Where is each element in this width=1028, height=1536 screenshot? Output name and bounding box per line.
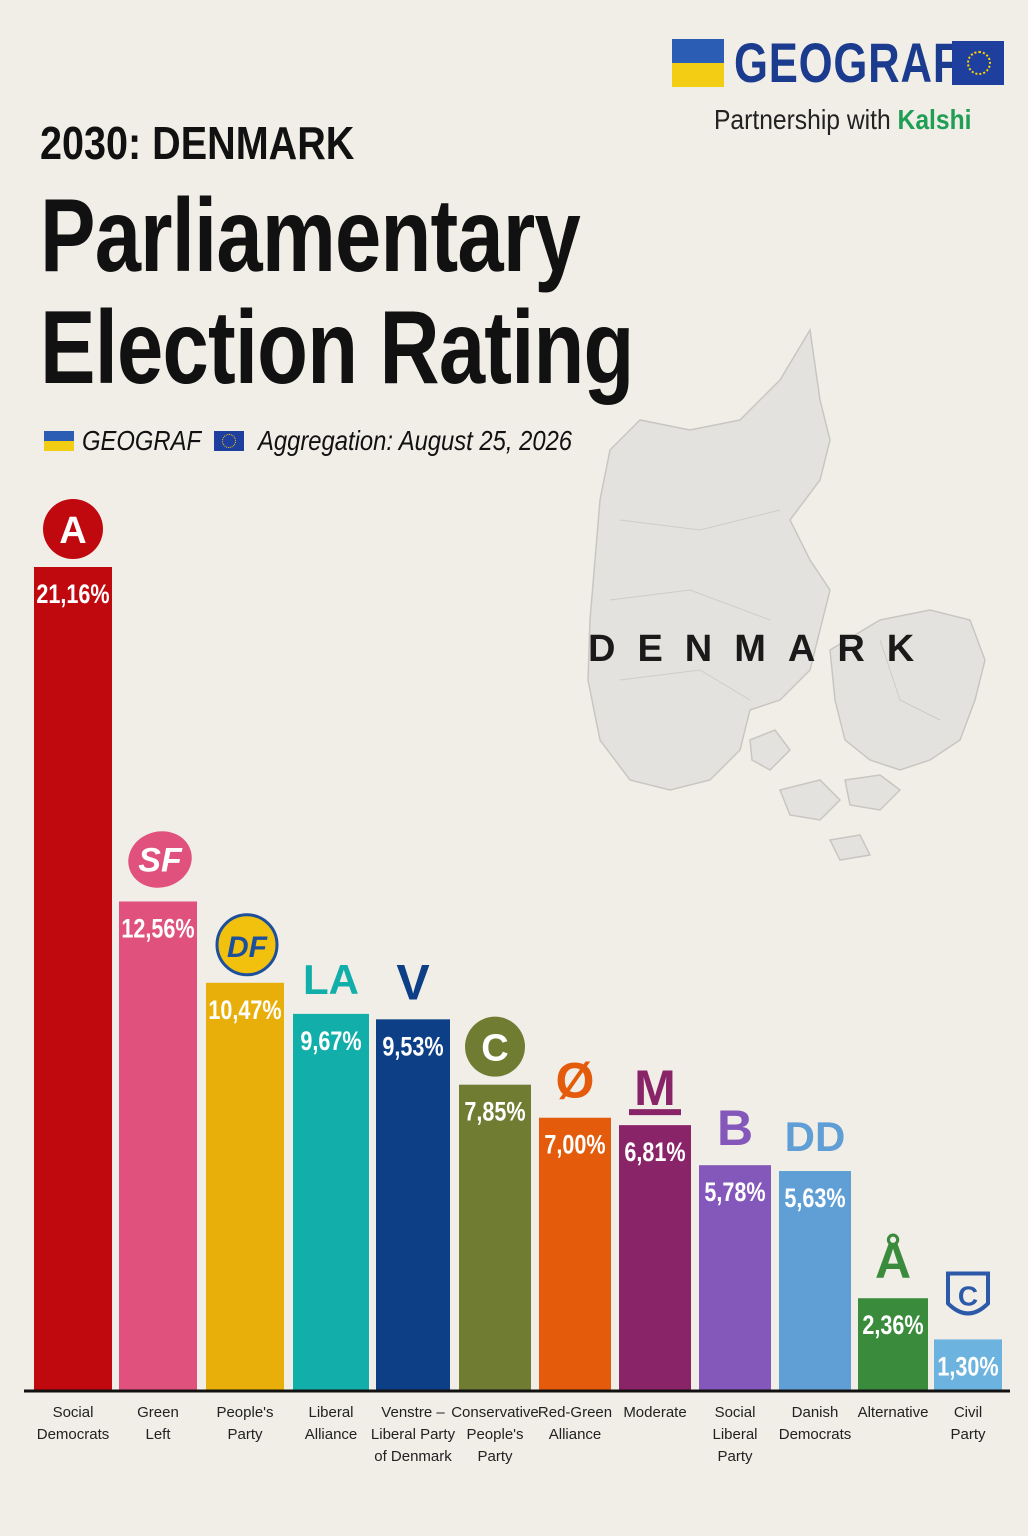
category-label-10-line-2: Democrats [779,1426,852,1443]
category-label-7-line-2: Alliance [549,1426,602,1443]
party-logo-badge-3 [215,913,279,977]
category-label-3-line-2: Party [227,1426,263,1443]
bar-12 [934,1339,1002,1390]
chart-year-country: 2030: DENMARK [40,117,355,169]
bar-3 [206,982,284,1390]
partner-prefix: Partnership with [714,104,891,135]
category-label-9-line-3: Party [717,1448,753,1465]
bar-4 [293,1013,369,1390]
eu-flag-icon [952,40,1004,85]
party-logo-badge-12 [946,1271,990,1316]
subtitle-line: GEOGRAF Aggregation: August 25, 2026 [44,424,627,458]
category-label-4-line-2: Alliance [305,1426,358,1443]
category-label-12-line-2: Party [950,1426,986,1443]
category-label-10-line-1: Danish [792,1404,839,1421]
category-label-3-line-1: People's [216,1404,273,1421]
category-label-5-line-2: Liberal Party [371,1426,456,1443]
bar-10 [779,1171,851,1390]
bar-9 [699,1165,771,1390]
value-label-11: 2,36% [862,1311,923,1341]
subtitle-brand: GEOGRAF [82,425,202,456]
partner-name: Kalshi [897,104,972,135]
ukraine-flag-icon [44,431,74,451]
eu-flag-icon [214,431,245,451]
category-label-1-line-1: Social [53,1404,94,1421]
map-label: DENMARK [588,628,937,670]
value-label-4: 9,67% [300,1027,361,1057]
value-label-5: 9,53% [382,1032,443,1062]
value-label-1: 21,16% [36,580,109,610]
party-letter-5: V [396,954,430,1010]
party-letter-2: SF [138,841,183,879]
party-logo-badge-6 [465,1016,525,1077]
bar-11 [858,1298,928,1390]
ukraine-flag-icon [672,38,724,87]
category-label-12-line-1: Civil [954,1404,982,1421]
bar-5 [376,1019,450,1390]
party-letter-10: DD [785,1113,846,1160]
party-letter-3: DF [227,931,268,964]
category-label-9-line-1: Social [715,1404,756,1421]
category-label-6-line-2: People's [466,1426,523,1443]
value-label-10: 5,63% [784,1184,845,1214]
category-label-11-line-1: Alternative [858,1404,929,1421]
category-label-6-line-3: Party [477,1448,513,1465]
party-letter-11: Å [875,1233,911,1289]
value-label-12: 1,30% [937,1352,998,1382]
party-logo-badge-2 [128,831,192,888]
category-label-6-line-1: Conservative [451,1404,539,1421]
title-line-1: Parliamentary [40,178,581,294]
geograf-logo: GEOGRAF [672,30,1004,95]
value-label-3: 10,47% [208,996,281,1026]
category-label-2-line-1: Green [137,1404,179,1421]
bar-7 [539,1117,611,1390]
bar-8 [619,1125,691,1390]
bar-1 [34,567,112,1390]
partnership-line: Partnership with Kalshi [714,104,971,136]
bar-2 [119,901,197,1390]
category-label-4-line-1: Liberal [308,1404,353,1421]
category-label-9-line-2: Liberal [712,1426,757,1443]
value-label-9: 5,78% [704,1178,765,1208]
value-label-8: 6,81% [624,1138,685,1168]
value-label-6: 7,85% [464,1097,525,1127]
party-letter-7: Ø [556,1053,595,1109]
category-label-5-line-3: of Denmark [374,1448,452,1465]
party-letter-4: LA [303,956,359,1003]
category-label-1-line-2: Democrats [37,1426,110,1443]
party-logo-badge-1 [43,499,103,559]
title-line-2: Election Rating [40,290,634,406]
category-label-7-line-1: Red-Green [538,1404,612,1421]
chart-title: Parliamentary Election Rating [40,180,634,404]
category-label-2-line-2: Left [145,1426,171,1443]
category-label-8-line-1: Moderate [623,1404,686,1421]
party-letter-9: B [717,1100,753,1156]
denmark-map-icon [587,327,986,861]
party-letter-8: M [634,1060,676,1116]
category-label-5-line-1: Venstre – [381,1404,445,1421]
bar-6 [459,1084,531,1390]
party-letter-1: A [59,510,86,552]
party-letter-6: C [481,1028,508,1070]
value-label-7: 7,00% [544,1131,605,1161]
party-letter-12: C [958,1280,978,1311]
value-label-2: 12,56% [121,914,194,944]
aggregation-date: Aggregation: August 25, 2026 [258,425,573,456]
party-logo-underline-8 [629,1109,681,1116]
